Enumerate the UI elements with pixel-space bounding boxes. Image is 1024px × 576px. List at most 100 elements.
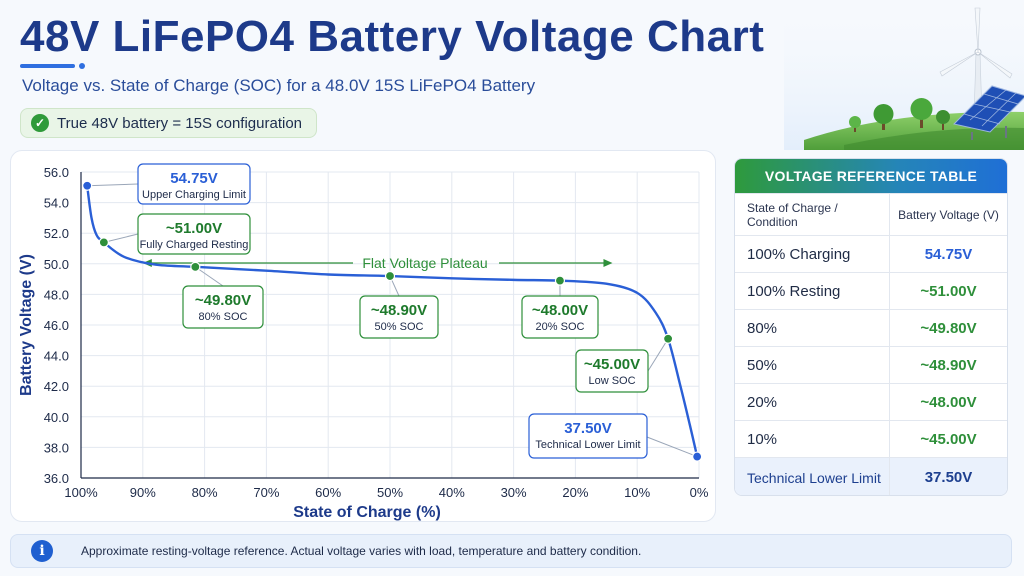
- table-cell-condition: 10%: [735, 421, 890, 457]
- column-header-condition: State of Charge / Condition: [735, 194, 890, 235]
- table-header-row: State of Charge / Condition Battery Volt…: [735, 193, 1007, 235]
- voltage-reference-table: VOLTAGE REFERENCE TABLE State of Charge …: [734, 158, 1008, 496]
- annotation-box: [521, 295, 599, 339]
- voltage-chart: 56.0 54.0 52.0 50.0 48.0 46.0 44.0 42.0 40.0 38.0…: [18, 163, 709, 521]
- x-tick-label: 40%: [439, 485, 465, 500]
- page-title: 48V LiFePO4 Battery Voltage Chart: [20, 12, 765, 61]
- table-row: 20% ~48.00V: [735, 383, 1007, 420]
- y-tick-label: 42.0: [44, 379, 69, 394]
- footer-text: Approximate resting-voltage reference. A…: [81, 544, 642, 558]
- annotation-box: [528, 413, 648, 459]
- annotation-label: Fully Charged Resting: [140, 239, 249, 251]
- table-cell-voltage: 37.50V: [924, 469, 973, 486]
- page-subtitle: Voltage vs. State of Charge (SOC) for a …: [22, 76, 536, 95]
- y-tick-label: 46.0: [44, 318, 69, 333]
- annotation-box: [137, 213, 251, 255]
- title-underline-dot: [79, 63, 85, 69]
- data-point-marker: [98, 237, 109, 248]
- badge-text: True 48V battery = 15S configuration: [57, 114, 303, 132]
- annotation-value: ~49.80V: [195, 292, 251, 309]
- x-tick-label: 30%: [501, 485, 527, 500]
- plateau-arrowhead-right: [603, 259, 613, 267]
- x-tick-label: 60%: [315, 485, 341, 500]
- y-tick-label: 44.0: [44, 349, 69, 364]
- x-axis-title: State of Charge (%): [293, 504, 441, 521]
- annotation-box: [182, 285, 264, 329]
- data-point-marker: [662, 333, 674, 344]
- table-cell-voltage: ~51.00V: [920, 282, 977, 300]
- data-point-marker: [384, 270, 396, 282]
- table-row: Technical Lower Limit 37.50V: [735, 457, 1007, 495]
- y-tick-label: 54.0: [44, 196, 69, 211]
- table-row: 100% Charging 54.75V: [735, 235, 1007, 272]
- table-row: 50% ~48.90V: [735, 346, 1007, 383]
- annotation-box: [359, 295, 439, 339]
- table-cell-condition: 80%: [735, 310, 890, 346]
- y-tick-label: 52.0: [44, 226, 69, 241]
- table-cell-condition: 100% Charging: [735, 236, 890, 272]
- annotation-connector: [647, 338, 669, 372]
- x-tick-label: 100%: [64, 485, 98, 500]
- solar-panel-icon: [953, 85, 1024, 140]
- annotation-box: [575, 349, 649, 393]
- x-tick-label: 10%: [624, 485, 650, 500]
- data-point-marker: [692, 451, 703, 462]
- y-tick-label: 36.0: [44, 471, 69, 486]
- annotation-connector: [87, 183, 139, 187]
- plateau-label: Flat Voltage Plateau: [362, 255, 487, 271]
- data-point-marker: [190, 261, 201, 272]
- y-tick-label: 40.0: [44, 410, 69, 425]
- x-tick-label: 50%: [377, 485, 403, 500]
- annotation-connector: [103, 233, 139, 243]
- annotation-label: Upper Charging Limit: [142, 189, 246, 201]
- annotation-label: Technical Lower Limit: [535, 439, 640, 451]
- x-tick-label: 20%: [562, 485, 588, 500]
- annotation-box: [137, 163, 251, 205]
- table-row: 10% ~45.00V: [735, 420, 1007, 457]
- annotation-value: ~45.00V: [584, 356, 640, 373]
- y-axis-title: Battery Voltage (V): [18, 254, 35, 396]
- table-cell-condition: Technical Lower Limit: [735, 458, 890, 495]
- x-tick-label: 70%: [253, 485, 279, 500]
- annotation-value: ~48.00V: [532, 302, 588, 319]
- chart-panel: 56.0 54.0 52.0 50.0 48.0 46.0 44.0 42.0 40.0 38.0…: [10, 150, 716, 522]
- tree-icon: [849, 98, 950, 132]
- column-header-voltage: Battery Voltage (V): [898, 207, 999, 222]
- table-cell-voltage: ~48.00V: [920, 393, 977, 411]
- table-cell-voltage: ~48.90V: [920, 356, 977, 374]
- table-cell-condition: 50%: [735, 347, 890, 383]
- renewable-scene-illustration: [784, 0, 1024, 150]
- annotation-value: ~51.00V: [166, 220, 222, 237]
- annotation-label: 20% SOC: [536, 321, 585, 333]
- table-row: 100% Resting ~51.00V: [735, 272, 1007, 309]
- y-tick-label: 56.0: [44, 165, 69, 180]
- table-cell-condition: 100% Resting: [735, 273, 890, 309]
- annotation-connector: [195, 266, 224, 287]
- x-tick-label: 90%: [130, 485, 156, 500]
- annotation-value: 54.75V: [170, 170, 218, 187]
- table-cell-condition: 20%: [735, 384, 890, 420]
- annotation-label: Low SOC: [588, 375, 635, 387]
- info-icon: i: [31, 540, 53, 562]
- table-cell-voltage: ~49.80V: [920, 319, 977, 337]
- info-footer: i Approximate resting-voltage reference.…: [10, 534, 1012, 568]
- table-cell-voltage: ~45.00V: [920, 430, 977, 448]
- table-row: 80% ~49.80V: [735, 309, 1007, 346]
- check-circle-icon: ✓: [31, 114, 49, 132]
- data-point-marker: [82, 180, 93, 191]
- y-tick-label: 38.0: [44, 440, 69, 455]
- title-underline: [20, 64, 75, 68]
- x-tick-label: 80%: [192, 485, 218, 500]
- y-tick-label: 50.0: [44, 257, 69, 272]
- annotation-label: 50% SOC: [375, 321, 424, 333]
- table-cell-voltage: 54.75V: [924, 245, 973, 263]
- annotation-value: ~48.90V: [371, 302, 427, 319]
- annotation-label: 80% SOC: [199, 311, 248, 323]
- annotation-value: 37.50V: [564, 420, 612, 437]
- y-tick-label: 48.0: [44, 287, 69, 302]
- configuration-badge: ✓ True 48V battery = 15S configuration: [20, 108, 318, 138]
- x-tick-label: 0%: [690, 485, 709, 500]
- data-point-marker: [554, 275, 566, 286]
- annotation-connector: [646, 436, 698, 458]
- table-title: VOLTAGE REFERENCE TABLE: [735, 159, 1007, 193]
